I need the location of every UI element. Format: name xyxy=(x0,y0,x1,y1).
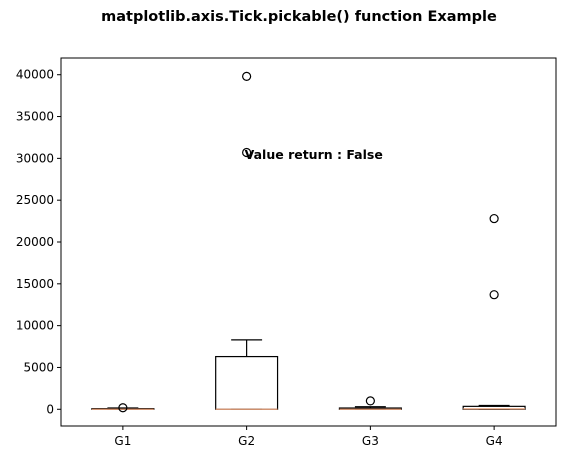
box-g3 xyxy=(338,396,402,410)
chart-title: matplotlib.axis.Tick.pickable() function… xyxy=(101,9,497,25)
box-g2 xyxy=(215,71,279,410)
x-tick-label: G3 xyxy=(362,434,379,448)
outlier-point xyxy=(489,213,499,224)
y-tick-label: 40000 xyxy=(16,68,54,82)
x-axis: G1 G2 G3 G4 xyxy=(114,426,503,448)
x-tick-label: G2 xyxy=(238,434,255,448)
box-g4 xyxy=(462,213,526,410)
y-tick-label: 10000 xyxy=(16,319,54,333)
annotations-group: Value return : False xyxy=(245,147,383,162)
y-tick-label: 30000 xyxy=(16,151,54,165)
y-tick-label: 5000 xyxy=(23,360,54,374)
y-tick-label: 20000 xyxy=(16,235,54,249)
y-tick-label: 0 xyxy=(46,402,54,416)
y-tick-label: 25000 xyxy=(16,193,54,207)
annotation-text: Value return : False xyxy=(245,147,383,162)
outlier-point xyxy=(365,396,375,406)
box-g1 xyxy=(91,403,155,413)
x-tick-label: G4 xyxy=(486,434,503,448)
y-tick-label: 15000 xyxy=(16,277,54,291)
plot-area xyxy=(61,58,556,426)
outlier-point xyxy=(489,290,499,300)
boxes-group xyxy=(91,71,526,413)
outlier-point xyxy=(118,403,128,413)
y-tick-label: 35000 xyxy=(16,110,54,124)
x-tick-label: G1 xyxy=(114,434,131,448)
outlier-point xyxy=(242,71,252,82)
plot-frame xyxy=(60,57,557,427)
outlier-point xyxy=(242,147,252,158)
y-axis: 0 5000 10000 15000 20000 25000 30000 35000 40000 xyxy=(16,68,61,416)
